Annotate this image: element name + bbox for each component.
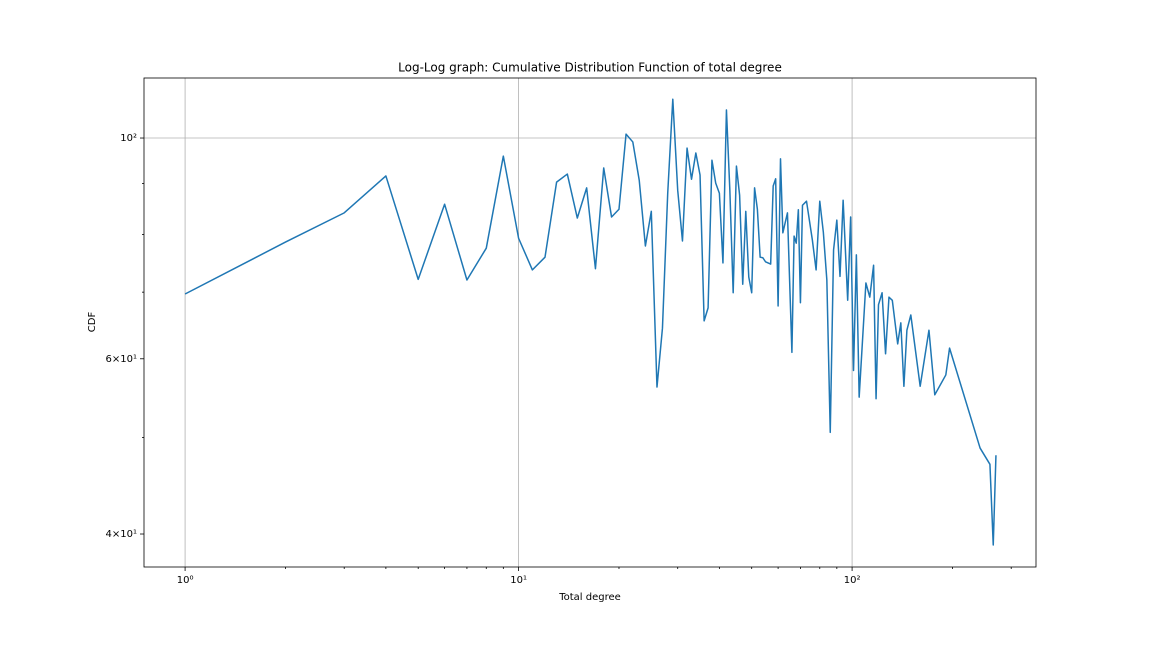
plot-frame xyxy=(143,77,1037,568)
y-tick-label: 4×10¹ xyxy=(106,529,137,540)
x-tick-label: 10¹ xyxy=(510,575,527,586)
y-axis-label: CDF xyxy=(87,312,98,333)
data-line xyxy=(184,98,997,546)
chart-title: Log-Log graph: Cumulative Distribution F… xyxy=(398,61,782,75)
x-tick-label: 10⁰ xyxy=(177,575,194,586)
x-tick-label: 10² xyxy=(844,575,861,586)
y-tick-label: 6×10¹ xyxy=(106,354,137,365)
x-axis-label: Total degree xyxy=(558,592,621,603)
y-tick-label: 10² xyxy=(120,133,137,144)
